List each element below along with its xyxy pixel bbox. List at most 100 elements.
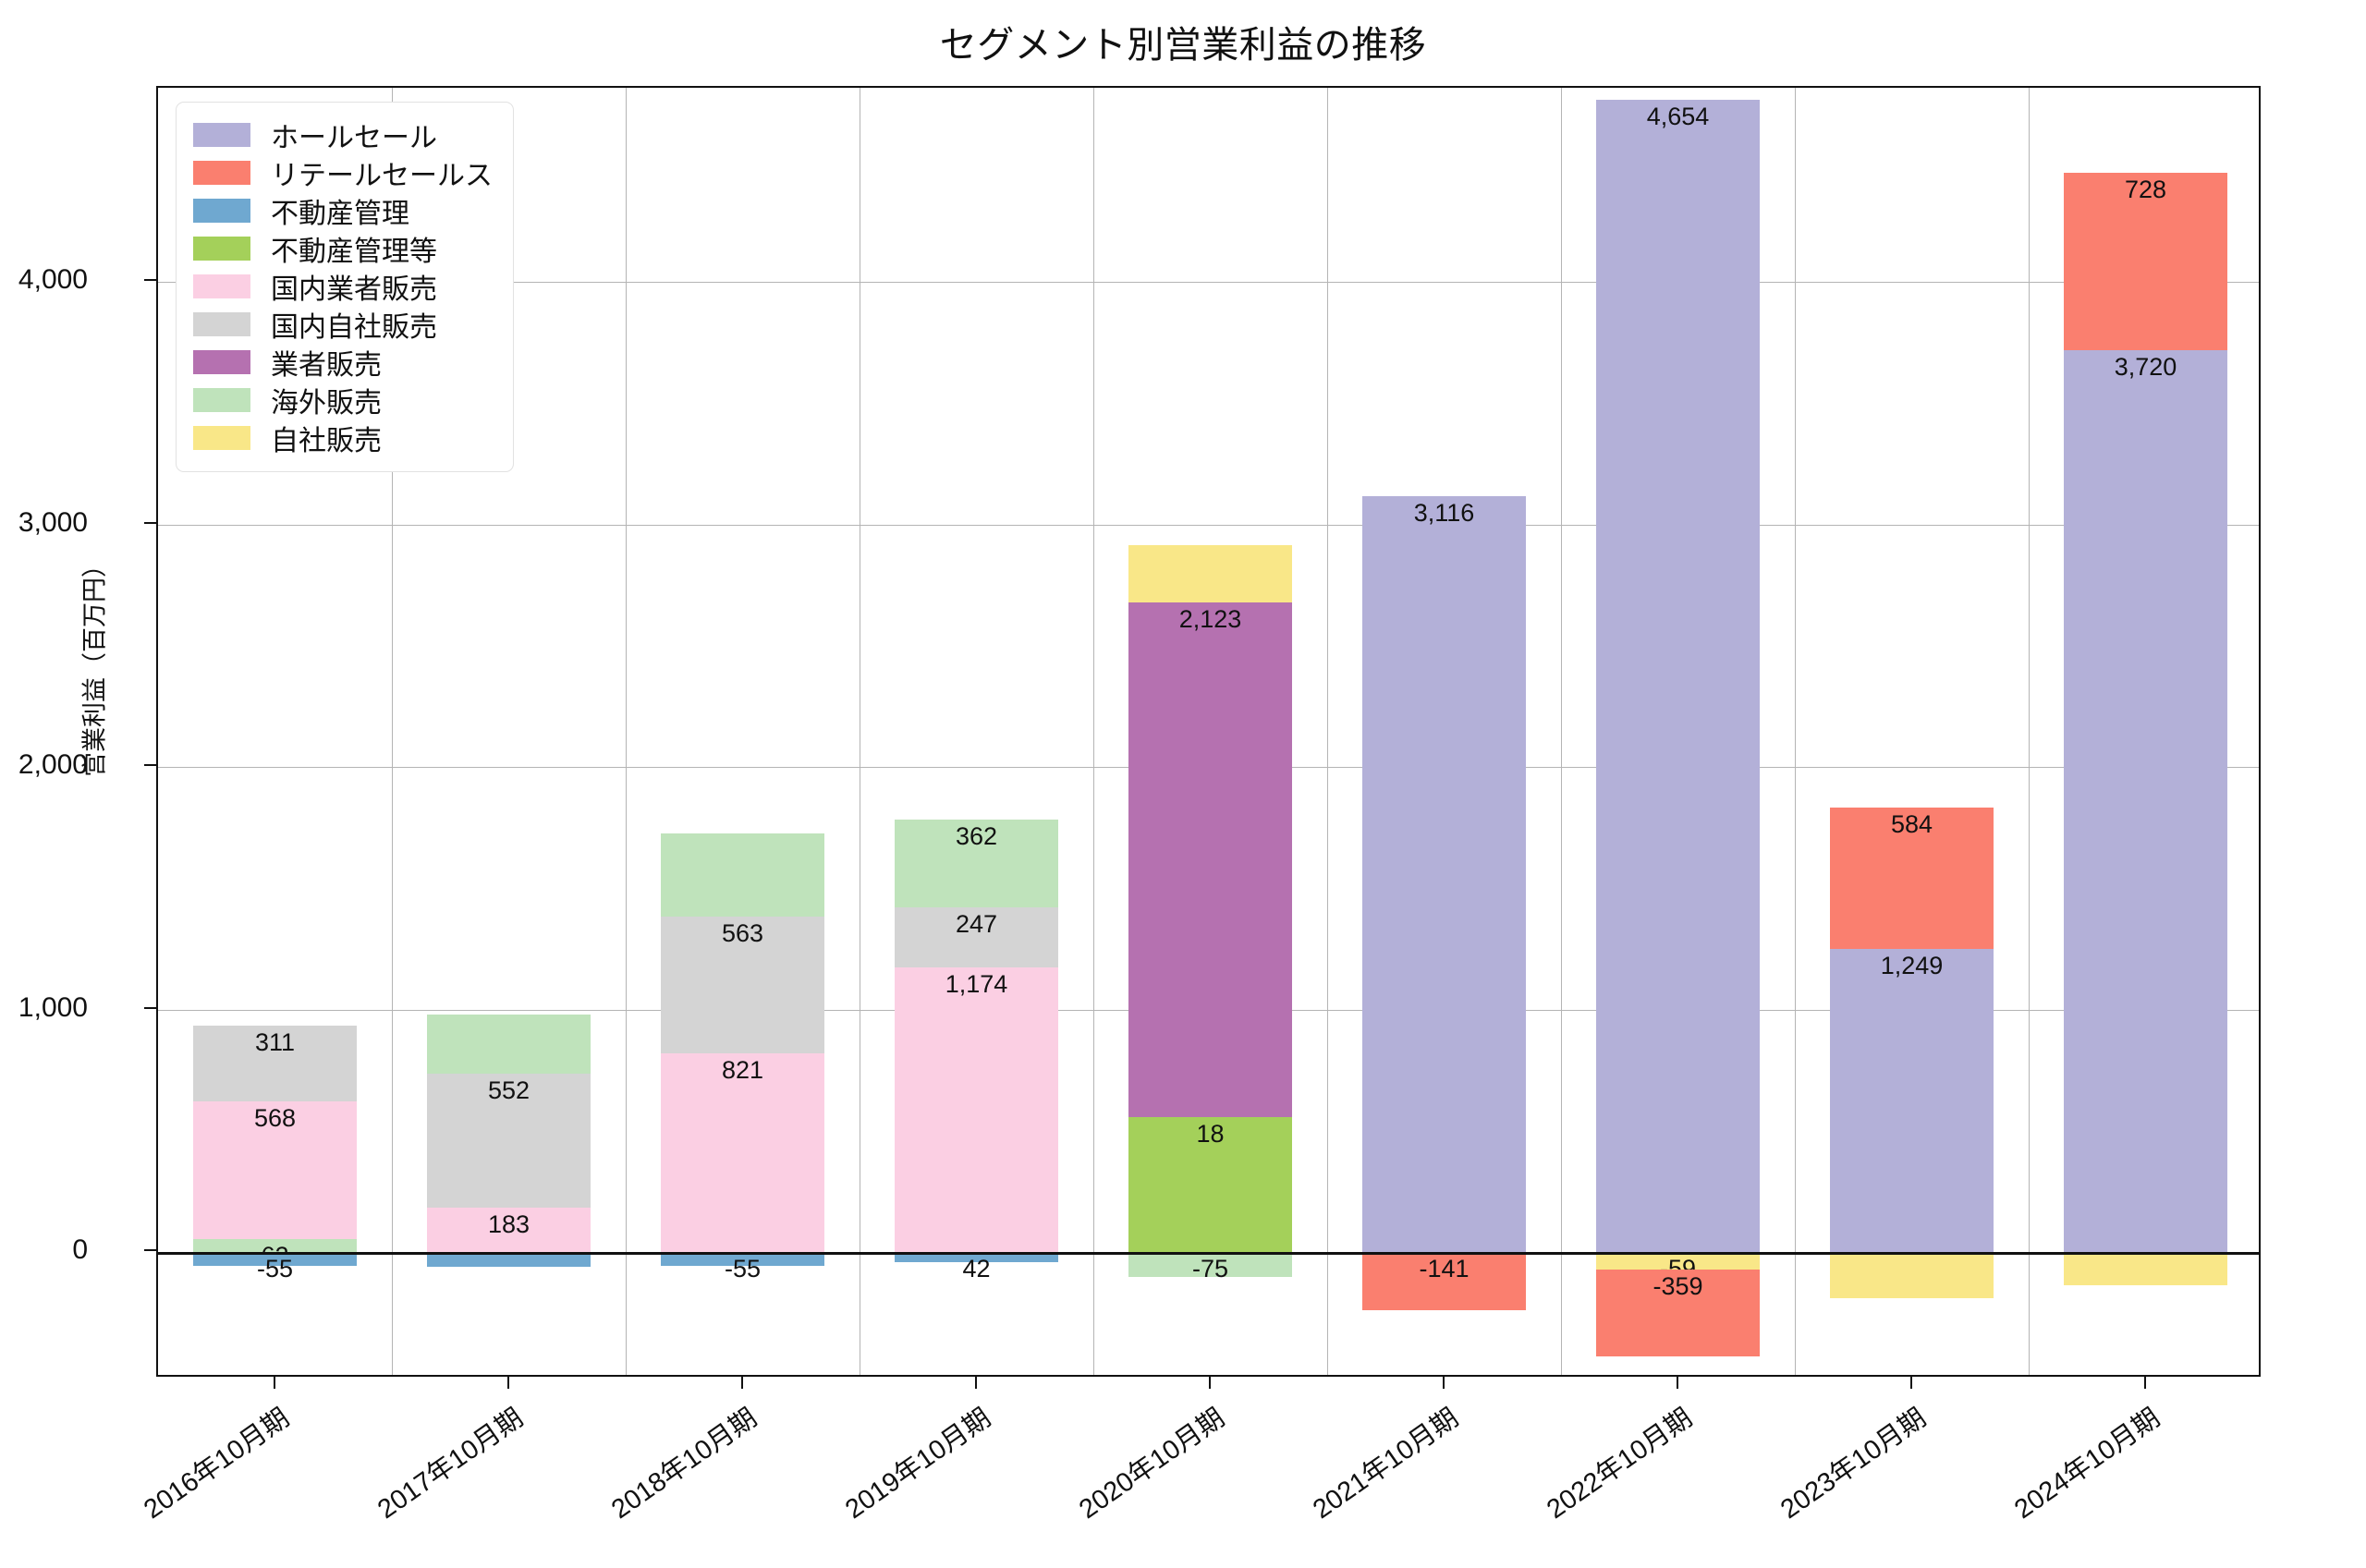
legend-item-label: 業者販売 (271, 349, 382, 381)
grid-line-horizontal (158, 282, 2259, 284)
bar-segment[interactable] (1361, 1252, 1527, 1311)
legend-item-label: 自社販売 (271, 425, 382, 456)
bar-segment[interactable] (2063, 349, 2228, 1253)
bar-value-label: 563 (721, 919, 764, 948)
bar-segment[interactable] (894, 967, 1059, 1253)
bar-value-label: 3,116 (1413, 499, 1475, 528)
grid-line-horizontal (158, 524, 2259, 526)
bar-segment[interactable] (1829, 1252, 1994, 1299)
bar-segment[interactable] (1361, 496, 1527, 1253)
bar-value-label: 821 (721, 1055, 764, 1084)
grid-line-vertical (1561, 88, 1562, 1375)
x-tick-label: 2020年10月期 (1073, 1403, 1230, 1525)
page-title: セグメント別営業利益の推移 (939, 25, 1427, 66)
legend-item[interactable]: 不動産管理等 (193, 229, 493, 267)
legend-item[interactable]: 自社販売 (193, 419, 493, 456)
bar-value-label: 728 (2124, 176, 2167, 204)
legend-item[interactable]: 業者販売 (193, 343, 493, 381)
bar-group[interactable]: 3,720 728 (2063, 88, 2228, 1375)
bar-segment[interactable] (2063, 173, 2228, 350)
x-tick-label: 2021年10月期 (1307, 1403, 1464, 1525)
grid-line-vertical (1093, 88, 1094, 1375)
bar-value-label: 183 (487, 1210, 531, 1239)
x-tick-mark (1909, 1377, 1912, 1389)
bar-segment[interactable] (660, 917, 825, 1053)
grid-line-vertical (1795, 88, 1796, 1375)
y-tick-mark (144, 1006, 156, 1009)
legend-item-label: 不動産管理 (271, 198, 409, 229)
bar-value-label: 4,654 (1646, 103, 1710, 131)
grid-line-vertical (392, 88, 393, 1375)
plot-area: 62-55568311183552-55821563421,174247362-… (156, 86, 2261, 1377)
legend-item[interactable]: 国内業者販売 (193, 267, 493, 305)
bar-group[interactable]: -55 821 563 (660, 88, 825, 1375)
bar-segment[interactable] (426, 1014, 592, 1075)
legend-swatch-icon (193, 122, 250, 147)
legend-item[interactable]: 不動産管理 (193, 191, 493, 229)
x-tick-mark (1208, 1377, 1211, 1389)
bar-value-label: 2,123 (1178, 604, 1242, 633)
legend-item[interactable]: 国内自社販売 (193, 305, 493, 343)
bar-segment[interactable] (1595, 1269, 1761, 1357)
bar-segment[interactable] (660, 833, 825, 917)
legend-swatch-icon (193, 349, 250, 374)
bar-group[interactable]: 183 552 (426, 88, 592, 1375)
bar-group[interactable]: -141 3,116 (1361, 88, 1527, 1375)
bar-segment[interactable] (894, 1252, 1059, 1263)
bar-segment[interactable] (1128, 602, 1293, 1118)
x-tick-label: 2017年10月期 (372, 1403, 529, 1525)
bar-segment[interactable] (660, 1052, 825, 1253)
grid-line-vertical (626, 88, 627, 1375)
bar-segment[interactable] (1128, 1252, 1293, 1277)
bar-value-label: 247 (955, 910, 998, 939)
legend-swatch-icon (193, 311, 250, 336)
bar-value-label: 1,249 (1880, 952, 1944, 980)
x-tick-label: 2018年10月期 (605, 1403, 762, 1525)
bar-value-label: 362 (955, 822, 998, 851)
chart-legend: ホールセールリテールセールス 不動産管理 不動産管理等国内業者販売 国内自社販売業者販… (176, 102, 514, 472)
y-tick-label: 4,000 (18, 264, 88, 296)
bar-segment[interactable] (2063, 1252, 2228, 1285)
bar-value-label: -141 (1419, 1255, 1470, 1283)
legend-item-label: 国内業者販売 (271, 273, 437, 305)
x-tick-mark (2143, 1377, 2146, 1389)
bar-segment[interactable] (1128, 1117, 1293, 1253)
bar-segment[interactable] (426, 1208, 592, 1253)
bar-segment[interactable] (192, 1025, 358, 1101)
bar-segment[interactable] (1595, 100, 1761, 1253)
legend-item-label: リテールセールス (271, 160, 493, 191)
bar-segment[interactable] (192, 1100, 358, 1239)
bar-group[interactable]: 42 1,174 247 362 (894, 88, 1059, 1375)
bar-value-label: 18 (1196, 1120, 1225, 1149)
legend-item[interactable]: ホールセール (193, 115, 493, 153)
bar-segment[interactable] (426, 1252, 592, 1267)
bar-segment[interactable] (660, 1252, 825, 1266)
bar-segment[interactable] (1128, 544, 1293, 602)
bar-group[interactable]: 1,249 584 (1829, 88, 1994, 1375)
bar-segment[interactable] (1829, 949, 1994, 1253)
legend-swatch-icon (193, 387, 250, 412)
bar-value-label: 552 (487, 1076, 531, 1105)
legend-item[interactable]: 海外販売 (193, 381, 493, 419)
x-tick-label: 2022年10月期 (1541, 1403, 1698, 1525)
bar-value-label: 584 (1890, 810, 1933, 839)
bar-segment[interactable] (1595, 1252, 1761, 1270)
bar-group[interactable]: -75 18 2,123 (1128, 88, 1293, 1375)
x-tick-mark (1676, 1377, 1678, 1389)
bar-value-label: 42 (962, 1255, 991, 1283)
zero-baseline (158, 1252, 2259, 1255)
legend-swatch-icon (193, 425, 250, 450)
bar-segment[interactable] (894, 907, 1059, 968)
bar-segment[interactable] (192, 1252, 358, 1266)
x-tick-mark (1442, 1377, 1445, 1389)
bar-segment[interactable] (1829, 808, 1994, 950)
legend-item[interactable]: リテールセールス (193, 153, 493, 191)
bar-value-label: 1,174 (945, 970, 1008, 999)
bar-segment[interactable] (192, 1238, 358, 1254)
bar-segment[interactable] (426, 1074, 592, 1209)
legend-swatch-icon (193, 198, 250, 223)
bar-segment[interactable] (894, 820, 1059, 908)
y-tick-mark (144, 1249, 156, 1252)
